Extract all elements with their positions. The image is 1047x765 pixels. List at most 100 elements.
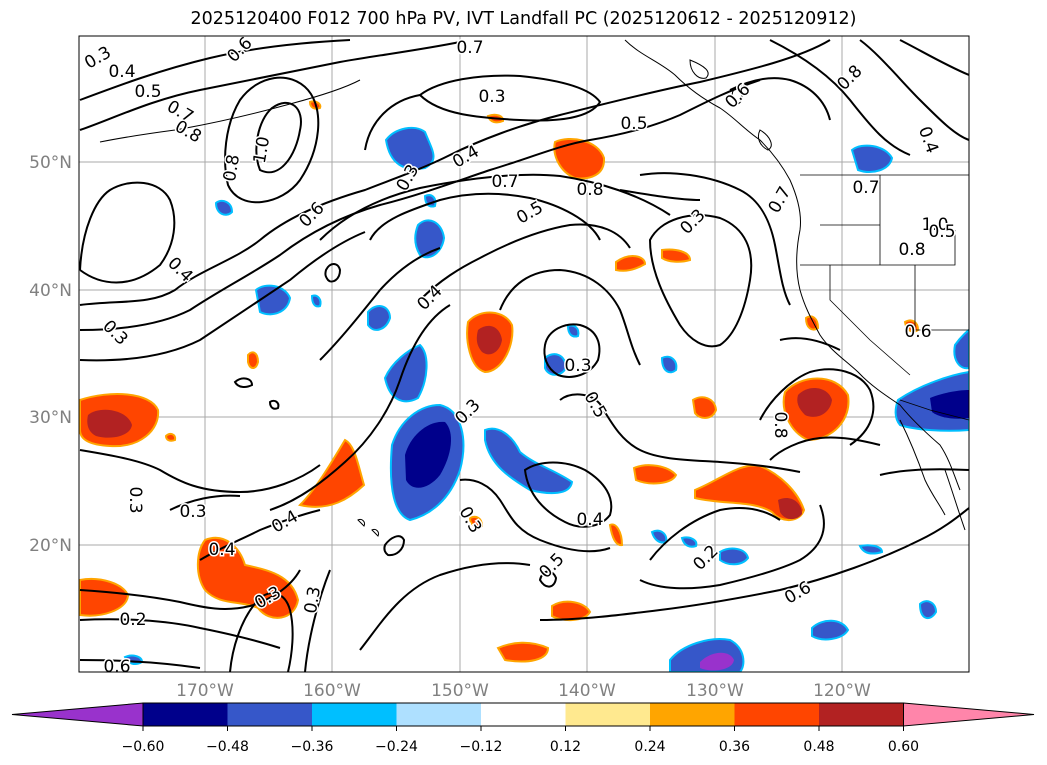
colorbar-tick-label: 0.60 — [888, 739, 919, 755]
contour-line — [79, 39, 351, 101]
colorbar-tick-label: −0.24 — [375, 739, 418, 755]
contour-line — [538, 570, 558, 588]
positive-anomaly-area — [608, 523, 624, 547]
positive-anomaly-area — [551, 600, 592, 622]
positive-anomaly-area — [694, 464, 806, 521]
lon-label: 140°W — [558, 681, 616, 701]
positive-anomaly-area — [247, 351, 260, 369]
contour-label: 0.6 — [904, 322, 931, 342]
hawaii-island — [371, 529, 379, 537]
colorbar-segment — [396, 703, 482, 726]
contour-line — [759, 368, 875, 446]
contour-line — [169, 494, 241, 511]
contour-label: 1.0 — [250, 135, 274, 165]
lat-label: 40°N — [29, 281, 72, 301]
contour-line — [79, 659, 201, 669]
negative-anomaly-area — [930, 390, 969, 419]
contour-label: 0.7 — [852, 178, 879, 198]
colorbar-segment — [481, 703, 566, 726]
colorbar-segment — [650, 703, 735, 726]
contour-line — [619, 189, 701, 201]
positive-anomaly-area — [661, 248, 692, 263]
contour-label: 0.2 — [119, 610, 146, 630]
colorbar-tick-label: −0.48 — [206, 739, 249, 755]
contour-line — [383, 535, 406, 557]
lat-label: 20°N — [29, 536, 72, 556]
contour-line — [539, 507, 969, 621]
contour-line — [369, 192, 601, 241]
negative-anomaly-area — [811, 619, 850, 641]
positive-anomaly-area — [79, 578, 130, 617]
colorbar-extend-max — [903, 702, 1035, 727]
lon-label: 130°W — [686, 681, 744, 701]
negative-anomaly-area — [484, 427, 574, 495]
contour-label: 0.3 — [564, 356, 591, 376]
contour-line — [523, 461, 613, 528]
contour-line — [255, 101, 302, 174]
graticule — [79, 36, 969, 672]
contour-label: 0.7 — [456, 38, 483, 58]
contour-line — [543, 323, 601, 378]
contour-line — [79, 449, 321, 494]
colorbar-segment — [565, 703, 651, 726]
contour-label: 0.5 — [928, 222, 955, 242]
ivt-shading — [79, 100, 969, 672]
negative-anomaly-area — [700, 652, 734, 671]
lat-label: 50°N — [29, 153, 72, 173]
contour-line — [419, 223, 631, 301]
colorbar-tick-label: 0.24 — [634, 739, 665, 755]
negative-anomaly-area — [405, 421, 452, 488]
negative-anomaly-area — [858, 544, 884, 555]
positive-anomaly-area — [164, 432, 177, 442]
negative-anomaly-area — [918, 600, 938, 620]
contour-line — [559, 393, 801, 473]
negative-anomaly-area — [383, 343, 428, 403]
colorbar-frame — [142, 702, 904, 727]
positive-anomaly-area — [691, 396, 718, 419]
coastline-aleutians — [99, 79, 361, 143]
contour-line — [79, 181, 176, 284]
border-us-mexico — [899, 399, 969, 421]
figure-title: 2025120400 F012 700 hPa PV, IVT Landfall… — [190, 9, 857, 29]
contour-line — [769, 436, 881, 461]
axis-labels: 50°N 40°N 30°N 20°N 170°W 160°W 150°W 14… — [29, 153, 871, 701]
contour-label: 0.3 — [179, 502, 206, 522]
contour-line — [319, 173, 671, 241]
negative-anomaly-area — [566, 324, 580, 338]
contour-label: 0.4 — [576, 510, 603, 530]
contour-line — [779, 337, 841, 351]
colorbar-segment — [312, 703, 397, 726]
negative-anomaly-area — [719, 547, 750, 566]
contour-line — [79, 618, 281, 649]
positive-anomaly-area — [468, 515, 484, 528]
contour-line — [639, 504, 825, 590]
coastline-baja — [899, 419, 946, 516]
negative-anomaly-area — [953, 328, 969, 370]
negative-anomaly-area — [414, 219, 446, 259]
contour-line — [269, 304, 451, 511]
contour-line — [199, 509, 321, 561]
negative-anomaly-area — [254, 284, 292, 316]
negative-anomaly-area — [310, 294, 322, 308]
contour-line — [729, 77, 831, 121]
map-frame — [78, 35, 970, 673]
positive-anomaly-area — [797, 387, 832, 417]
contour-line — [364, 94, 421, 151]
negative-anomaly-area — [680, 536, 698, 548]
contour-line — [499, 268, 641, 366]
contour-label: 0.8 — [220, 153, 244, 183]
contour-label: 0.3 — [478, 87, 505, 107]
contour-label: 0.4 — [108, 62, 135, 82]
political-borders — [800, 174, 969, 421]
contour-line — [233, 377, 254, 388]
hawaii-island — [357, 519, 365, 527]
contour-label: 0.8 — [576, 180, 603, 200]
contour-line — [79, 231, 366, 362]
contour-line — [639, 172, 791, 306]
contour-label: 0.3 — [125, 486, 145, 513]
contour-line — [268, 399, 280, 410]
contour-label: 0.4 — [208, 540, 235, 560]
colorbar-tick-label: −0.60 — [122, 739, 165, 755]
